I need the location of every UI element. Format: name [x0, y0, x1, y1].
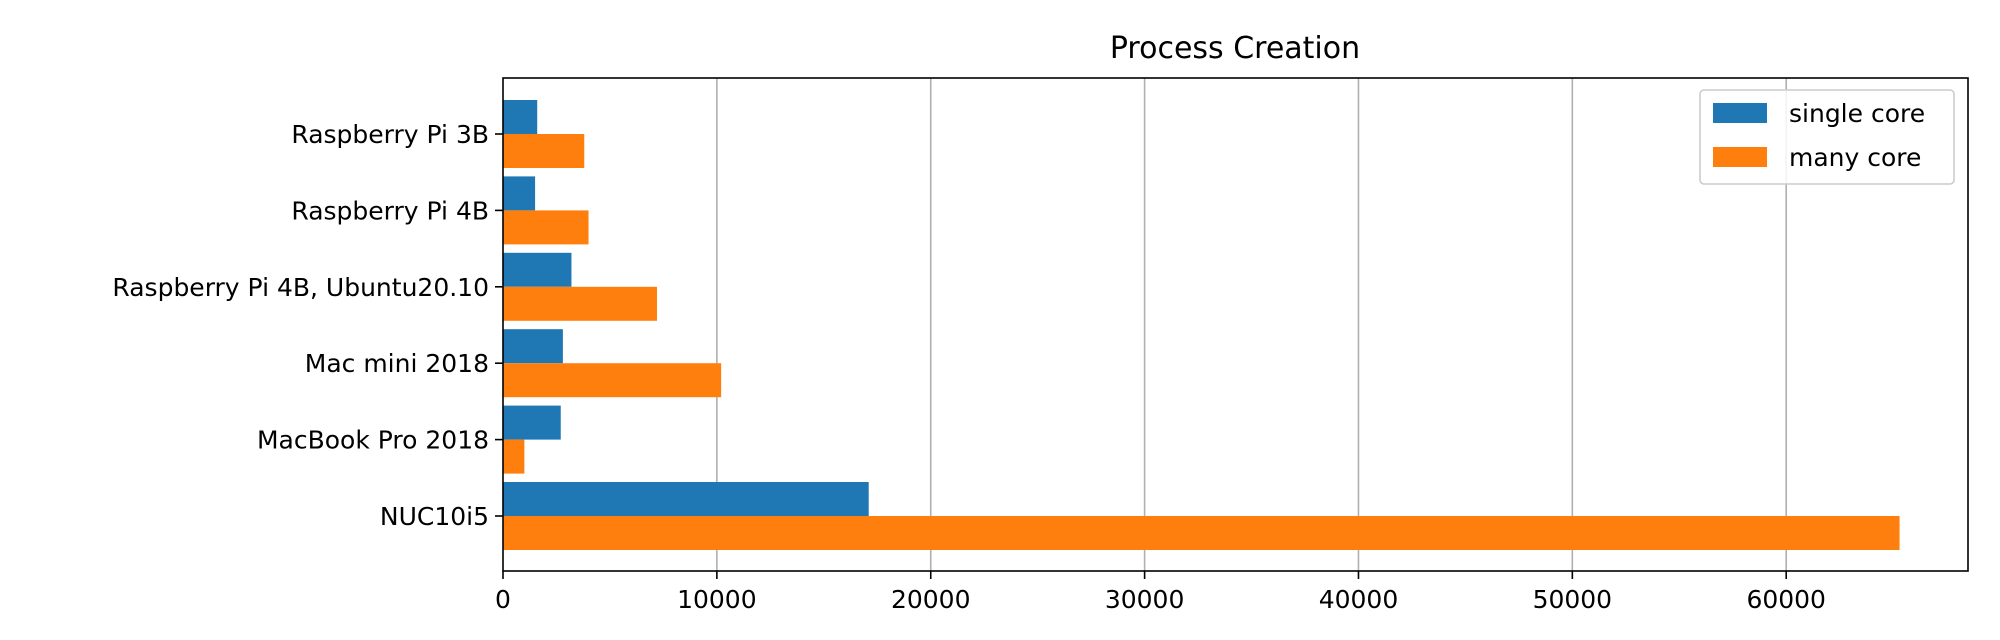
bar-many-core [503, 210, 589, 245]
legend-label: many core [1789, 143, 1921, 172]
legend-label: single core [1789, 99, 1925, 128]
bar-many-core [503, 439, 525, 474]
gridlines [716, 78, 1788, 571]
bar-single-core [503, 176, 536, 211]
x-tick-label: 40000 [1319, 585, 1399, 614]
bar-many-core [503, 363, 722, 398]
x-tick-label: 10000 [677, 585, 757, 614]
bar-single-core [503, 329, 563, 364]
bar-single-core [503, 482, 869, 516]
legend-swatch [1713, 103, 1767, 123]
y-tick-label: Raspberry Pi 4B, Ubuntu20.10 [112, 273, 489, 302]
y-tick-label: Raspberry Pi 3B [291, 120, 489, 149]
y-tick-label: Mac mini 2018 [305, 349, 489, 378]
bars [503, 100, 1900, 550]
y-tick-label: MacBook Pro 2018 [257, 426, 489, 455]
bar-single-core [503, 100, 538, 134]
x-tick-label: 20000 [891, 585, 971, 614]
chart-title: Process Creation [1110, 31, 1360, 66]
x-tick-label: 60000 [1746, 585, 1826, 614]
x-tick-label: 0 [495, 585, 511, 614]
x-tick-label: 50000 [1533, 585, 1613, 614]
y-tick-label: Raspberry Pi 4B [291, 196, 489, 225]
bar-many-core [503, 516, 1900, 550]
legend-swatch [1713, 147, 1767, 167]
bar-many-core [503, 286, 657, 321]
x-axis-ticks: 0 10000 20000 30000 40000 50000 60000 [495, 571, 1826, 614]
x-tick-label: 30000 [1105, 585, 1185, 614]
bar-single-core [503, 252, 572, 287]
y-axis-ticks: Raspberry Pi 3B Raspberry Pi 4B Raspberry … [112, 120, 503, 531]
plot-frame [502, 77, 1969, 572]
y-tick-label: NUC10i5 [380, 502, 489, 531]
bar-single-core [503, 405, 561, 440]
bar-many-core [503, 134, 585, 168]
legend: single core many core [1699, 89, 1955, 185]
